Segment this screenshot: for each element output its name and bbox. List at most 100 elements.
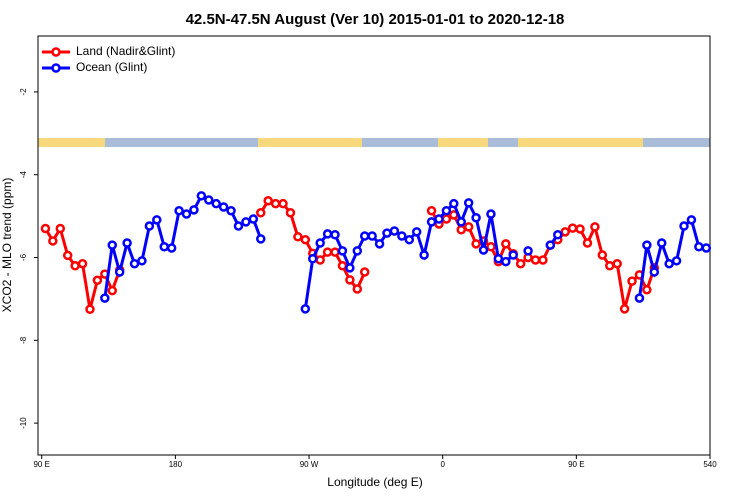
land-band — [518, 138, 643, 147]
data-point — [77, 258, 88, 269]
data-point — [48, 236, 58, 246]
x-tick-label: 90 E — [568, 460, 584, 469]
data-point — [426, 205, 437, 216]
legend-marker — [51, 47, 61, 57]
legend-label: Ocean (Glint) — [76, 60, 147, 74]
data-point — [523, 246, 533, 256]
data-point — [174, 205, 184, 216]
data-point — [300, 304, 311, 314]
data-point — [642, 285, 652, 295]
data-point — [575, 224, 585, 234]
data-point — [530, 255, 541, 265]
data-point — [664, 258, 674, 269]
legend-label: Land (Nadir&Glint) — [76, 44, 175, 58]
x-tick-label: 90 E — [33, 460, 49, 469]
data-point — [107, 285, 118, 296]
data-point — [62, 250, 73, 261]
data-point — [107, 240, 118, 250]
data-point — [560, 227, 570, 237]
data-point — [278, 198, 288, 209]
data-point — [352, 246, 363, 256]
series-line — [44, 198, 656, 310]
data-point — [129, 258, 140, 269]
data-point — [441, 214, 452, 224]
data-point — [137, 256, 147, 266]
data-point — [100, 293, 110, 303]
x-tick-label: 0 — [440, 460, 445, 469]
land-ocean-band — [38, 138, 710, 147]
data-point — [40, 223, 51, 234]
data-point — [449, 198, 459, 209]
data-point — [634, 293, 645, 303]
data-point — [159, 241, 169, 252]
data-point — [189, 205, 199, 215]
data-point — [538, 255, 548, 265]
x-tick-label: 180 — [169, 460, 183, 469]
data-point — [307, 253, 318, 264]
data-point — [256, 234, 266, 244]
land-band — [38, 138, 105, 147]
data-point — [382, 228, 392, 238]
data-point — [359, 231, 370, 241]
data-point — [211, 198, 221, 209]
data-point — [345, 263, 355, 273]
data-point — [322, 229, 333, 239]
data-point — [359, 267, 370, 277]
data-point — [218, 202, 229, 212]
y-tick-label: -10 — [19, 417, 28, 429]
data-point — [70, 261, 80, 271]
data-point — [144, 221, 155, 231]
data-point — [642, 240, 652, 250]
data-point — [463, 222, 474, 232]
data-point — [92, 275, 103, 286]
data-point — [285, 208, 296, 218]
data-point — [352, 284, 363, 294]
data-point — [204, 195, 214, 205]
data-point — [293, 232, 303, 242]
ocean-band — [38, 138, 710, 147]
data-point — [456, 217, 466, 227]
data-point — [181, 209, 192, 219]
data-point — [686, 215, 697, 225]
data-point — [441, 205, 452, 216]
data-point — [694, 241, 704, 252]
data-point — [590, 222, 600, 232]
data-point — [486, 241, 496, 252]
data-point — [166, 243, 177, 253]
data-point — [330, 247, 340, 257]
data-point — [679, 221, 689, 231]
data-point — [597, 250, 608, 260]
data-point — [486, 209, 496, 219]
data-point — [471, 239, 481, 249]
data-point — [478, 245, 489, 255]
data-point — [411, 227, 422, 237]
data-point — [515, 258, 526, 269]
data-point — [501, 239, 511, 249]
x-tick-label: 90 W — [300, 460, 319, 469]
data-point — [300, 234, 311, 245]
data-point — [426, 217, 437, 227]
data-point — [612, 258, 622, 269]
data-point — [605, 261, 615, 271]
data-point — [656, 238, 667, 248]
data-point — [701, 243, 712, 253]
data-point — [493, 253, 504, 264]
data-point — [337, 246, 348, 256]
data-point — [404, 234, 415, 245]
data-point — [256, 208, 266, 218]
data-point — [582, 238, 593, 248]
data-point — [330, 229, 340, 240]
y-tick-label: -4 — [19, 171, 28, 179]
data-point — [152, 215, 162, 225]
chart-title: 42.5N-47.5N August (Ver 10) 2015-01-01 t… — [186, 11, 565, 28]
data-point — [85, 304, 95, 315]
plot-frame — [37, 35, 711, 456]
data-point — [315, 255, 325, 265]
y-tick-label: -8 — [19, 336, 28, 344]
y-tick-label: -6 — [19, 253, 28, 261]
data-point — [463, 198, 474, 208]
data-point — [248, 214, 259, 224]
data-point — [226, 205, 236, 216]
data-point — [270, 198, 281, 209]
data-point — [619, 304, 630, 314]
